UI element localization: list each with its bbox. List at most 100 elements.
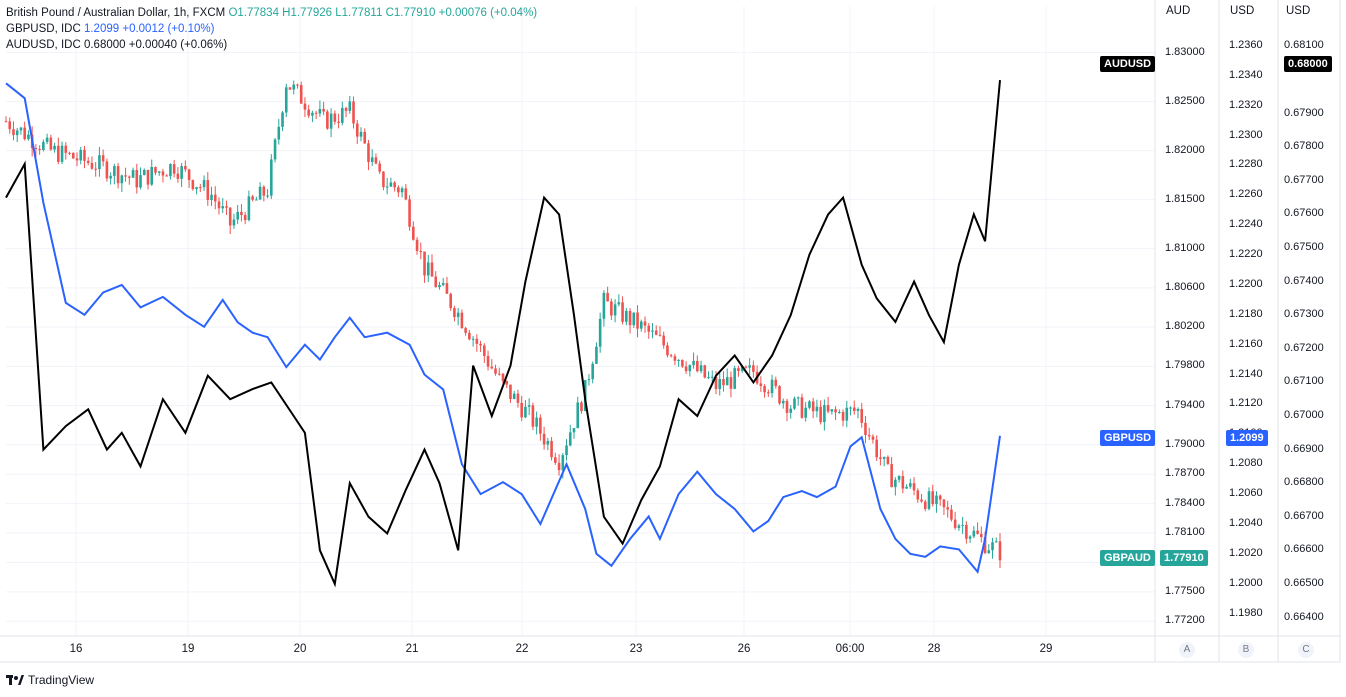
scale-tick-label: 1.2300: [1229, 128, 1263, 141]
candle: [303, 97, 307, 118]
candle: [662, 331, 665, 349]
candle: [68, 151, 71, 155]
legend-gbpusd-symbol[interactable]: GBPUSD, IDC: [6, 23, 81, 35]
candle-body: [550, 440, 553, 458]
candle-body: [501, 373, 505, 382]
candle-body: [927, 491, 931, 509]
candle-body: [228, 207, 232, 226]
gbpaud-name-tag: GBPAUD: [1100, 550, 1155, 566]
candle-body: [497, 373, 501, 375]
scale-tick-label: 0.67100: [1284, 375, 1324, 388]
candle-body: [856, 409, 860, 411]
scale-a-button[interactable]: A: [1179, 642, 1195, 658]
candle-body: [154, 166, 157, 173]
candle-body: [897, 476, 901, 480]
candle: [834, 406, 837, 421]
candle-body: [430, 262, 434, 277]
candle: [980, 526, 983, 543]
candle-body: [793, 398, 796, 409]
legend-main-symbol[interactable]: British Pound / Australian Dollar, 1h, F…: [6, 7, 226, 19]
candle: [632, 312, 636, 328]
candle: [64, 142, 68, 160]
candle: [468, 329, 471, 341]
candle-body: [617, 302, 621, 305]
scale-tick-label: 0.66800: [1284, 476, 1324, 489]
candle-body: [135, 169, 139, 188]
candle-body: [684, 366, 688, 372]
candle: [994, 537, 998, 543]
scale-tick-label: 1.2140: [1229, 367, 1263, 380]
legend-gbpusd-last: 1.2099: [83, 23, 120, 35]
legend-audusd: AUDUSD, IDC 0.68000 +0.00040 (+0.06%): [6, 37, 537, 53]
candle-body: [699, 365, 703, 372]
candle: [42, 139, 45, 152]
candle: [598, 312, 602, 353]
scale-tick-label: 1.2320: [1229, 98, 1263, 111]
candle: [86, 156, 90, 166]
candle-body: [968, 536, 972, 539]
candle: [154, 166, 157, 176]
candle: [505, 380, 509, 389]
candle: [247, 190, 251, 222]
candle: [333, 110, 337, 125]
candle: [845, 400, 849, 428]
candle: [651, 323, 654, 339]
candle-body: [733, 368, 736, 389]
candle-body: [128, 176, 131, 178]
candle: [815, 399, 819, 418]
candle: [228, 207, 232, 235]
candle-body: [815, 406, 819, 412]
candle-body: [468, 332, 471, 340]
candle-body: [113, 166, 116, 176]
candle: [696, 355, 699, 373]
candle-body: [539, 417, 542, 434]
candle: [617, 294, 621, 307]
candle: [882, 456, 886, 467]
candle-body: [12, 129, 15, 136]
scale-tick-label: 1.2040: [1229, 516, 1263, 529]
legend-gbpusd: GBPUSD, IDC 1.2099 +0.0012 (+0.10%): [6, 21, 537, 37]
scale-b-button[interactable]: B: [1238, 642, 1254, 658]
tradingview-logo[interactable]: TradingView: [6, 673, 94, 687]
candle: [722, 371, 725, 392]
candle: [572, 428, 576, 439]
scale-c-header: USD: [1286, 5, 1311, 17]
scale-tick-label: 1.77200: [1165, 614, 1205, 627]
candle: [785, 398, 789, 422]
scale-c-button[interactable]: C: [1298, 642, 1314, 658]
legend-audusd-last: 0.68000: [83, 39, 126, 51]
candle-body: [273, 139, 277, 160]
candle: [374, 153, 378, 165]
candle: [666, 342, 669, 358]
candle: [793, 396, 796, 410]
gbpusd-name-tag: GBPUSD: [1100, 430, 1156, 446]
gbpaud-candles: [4, 80, 1002, 568]
candle: [161, 168, 165, 183]
candle: [531, 402, 535, 431]
candle: [150, 159, 154, 186]
candle: [426, 254, 430, 283]
candle: [935, 491, 938, 513]
candle-body: [826, 405, 830, 412]
candle-body: [554, 457, 557, 463]
candle-body: [744, 366, 748, 368]
candle: [494, 364, 497, 376]
legend-high: H1.77926: [282, 7, 333, 19]
legend-audusd-symbol[interactable]: AUDUSD, IDC: [6, 39, 81, 51]
candle-body: [142, 169, 146, 176]
candle: [718, 371, 722, 396]
candle: [471, 336, 475, 347]
candle-body: [886, 456, 890, 464]
candle-body: [314, 112, 318, 114]
candle: [912, 477, 916, 496]
candle: [744, 365, 748, 369]
scale-tick-label: 1.80600: [1165, 280, 1205, 293]
candle: [781, 398, 785, 409]
candle-body: [598, 318, 602, 347]
candle: [823, 399, 826, 431]
candle-body: [213, 194, 217, 202]
candle: [105, 158, 109, 182]
candle-body: [647, 325, 651, 332]
candle-body: [255, 199, 258, 201]
